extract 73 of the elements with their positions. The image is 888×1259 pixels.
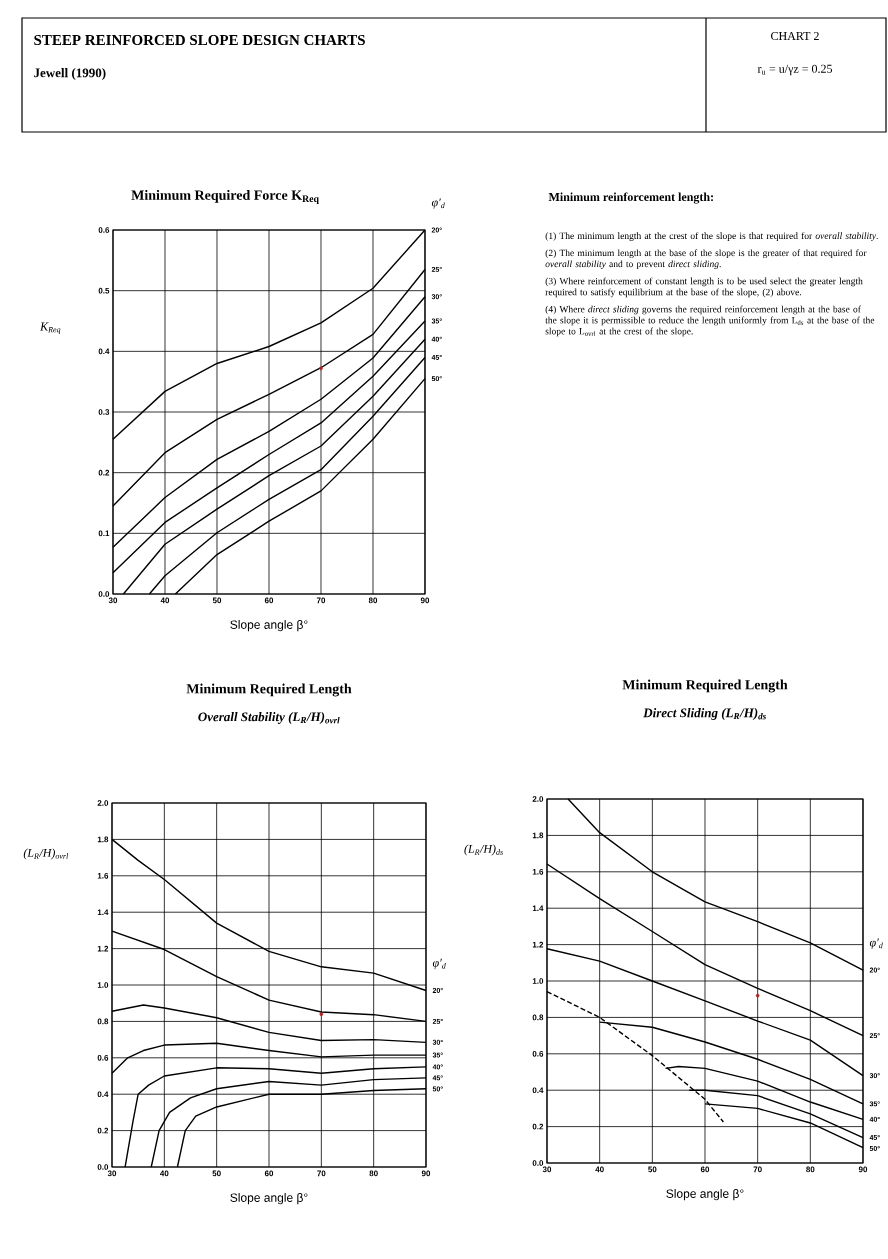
legend-title: φ′$_{d}$: [431, 198, 445, 209]
x-tick-label: 70: [316, 597, 326, 604]
text: (3) Where reinforcement of constant length is to be used select the greater length required to satisfy equilibrium at the base of the slope, (2) above.: [545, 277, 863, 298]
y-tick-label: 0.8: [532, 1014, 544, 1021]
x-tick-label: 30: [108, 597, 118, 604]
chart-subtitle: Overall Stability (L$_{R}$/H)$_{ovrl}$: [198, 712, 340, 724]
x-tick-label: 40: [160, 1170, 169, 1177]
chart-title: Minimum Required Length: [186, 683, 352, 697]
y-tick-label: 0.4: [532, 1087, 544, 1094]
y-tick-label: 1.6: [532, 868, 544, 875]
legend-title: φ′$_{d}$: [432, 958, 446, 970]
caption: CHART 2: [771, 31, 819, 41]
y-tick-label: 2.0: [532, 796, 544, 802]
y-tick-label: 0.8: [97, 1018, 109, 1025]
x-tick-label: 70: [753, 1166, 762, 1173]
x-tick-label: 60: [264, 1170, 274, 1177]
x-axis-title: Slope angle β°: [230, 620, 308, 632]
legend-title: φ′$_{d}$: [869, 938, 883, 949]
y-tick-label: 0.4: [98, 348, 110, 355]
x-tick-label: 60: [700, 1166, 710, 1173]
x-tick-label: 90: [421, 1170, 431, 1177]
y-tick-label: 0.2: [98, 469, 110, 476]
x-tick-label: 50: [648, 1166, 657, 1173]
y-axis-title: (L$_{R}$/H)$_{ds}$: [464, 844, 503, 856]
chart-title: Minimum Required Force K$_{Req}$: [131, 190, 319, 204]
x-tick-label: 30: [542, 1166, 552, 1173]
y-tick-label: 0.4: [97, 1091, 109, 1098]
text: (4) Where direct sliding governs the required reinforcement length at the base of the slope it is permissible to reduce the length uniformly from L$_{ds}$ at the base of the slope to L$_{ovrl}$ at the crest of the slope.: [545, 305, 875, 337]
text: Jewell (1990): [34, 68, 106, 80]
text: (1) The minimum length at the crest of the slope is that required for overall stability.: [545, 232, 878, 241]
x-axis-title: Slope angle β°: [666, 1189, 744, 1201]
x-tick-label: 90: [858, 1166, 868, 1173]
x-tick-label: 70: [317, 1170, 326, 1177]
y-tick-label: 0.3: [98, 409, 110, 415]
y-tick-label: 0.6: [532, 1050, 544, 1057]
x-tick-label: 60: [264, 597, 274, 604]
chart-title: Minimum Required Length: [622, 679, 788, 693]
x-tick-label: 30: [107, 1170, 117, 1177]
x-tick-label: 40: [160, 597, 170, 604]
y-tick-label: 1.6: [97, 872, 109, 879]
y-tick-label: 1.4: [97, 909, 109, 915]
y-tick-label: 1.0: [532, 978, 544, 984]
chart-subtitle: Direct Sliding (L$_{R}$/H)$_{ds}$: [643, 708, 766, 720]
y-tick-label: 1.8: [97, 836, 109, 843]
y-tick-label: 0.2: [532, 1123, 544, 1130]
text: STEEP REINFORCED SLOPE DESIGN CHARTS: [34, 34, 365, 46]
x-tick-label: 80: [368, 597, 378, 604]
y-axis-title: (L$_{R}$/H)$_{ovrl}$: [23, 848, 69, 860]
y-tick-label: 0.0: [532, 1160, 544, 1166]
y-axis-title: K$_{Req}$: [39, 322, 61, 334]
y-tick-label: 1.0: [97, 982, 109, 988]
y-tick-label: 0.0: [98, 591, 110, 597]
y-tick-label: 0.1: [98, 530, 110, 537]
y-tick-label: 1.2: [97, 945, 109, 952]
x-tick-label: 50: [212, 1170, 221, 1177]
y-tick-label: 0.6: [98, 227, 110, 233]
y-tick-label: 0.6: [97, 1054, 109, 1061]
y-tick-label: 1.2: [532, 941, 544, 948]
x-axis-title: Slope angle β°: [230, 1193, 308, 1205]
y-tick-label: 2.0: [97, 800, 109, 806]
x-tick-label: 80: [369, 1170, 378, 1177]
text: Minimum reinforcement length:: [548, 192, 713, 204]
x-tick-label: 40: [595, 1166, 604, 1173]
y-tick-label: 1.4: [532, 905, 544, 911]
x-tick-label: 50: [212, 597, 222, 604]
x-tick-label: 90: [420, 597, 430, 604]
x-tick-label: 80: [806, 1166, 815, 1173]
y-tick-label: 0.2: [97, 1127, 109, 1134]
y-tick-label: 1.8: [532, 832, 544, 839]
y-tick-label: 0.0: [97, 1164, 109, 1170]
text: r$_{u}$ = u/γz = 0.25: [757, 64, 833, 76]
y-tick-label: 0.5: [98, 287, 110, 294]
text: (2) The minimum length at the base of the slope is the greater of that required for overall stability and to prevent direct sliding.: [545, 249, 867, 270]
